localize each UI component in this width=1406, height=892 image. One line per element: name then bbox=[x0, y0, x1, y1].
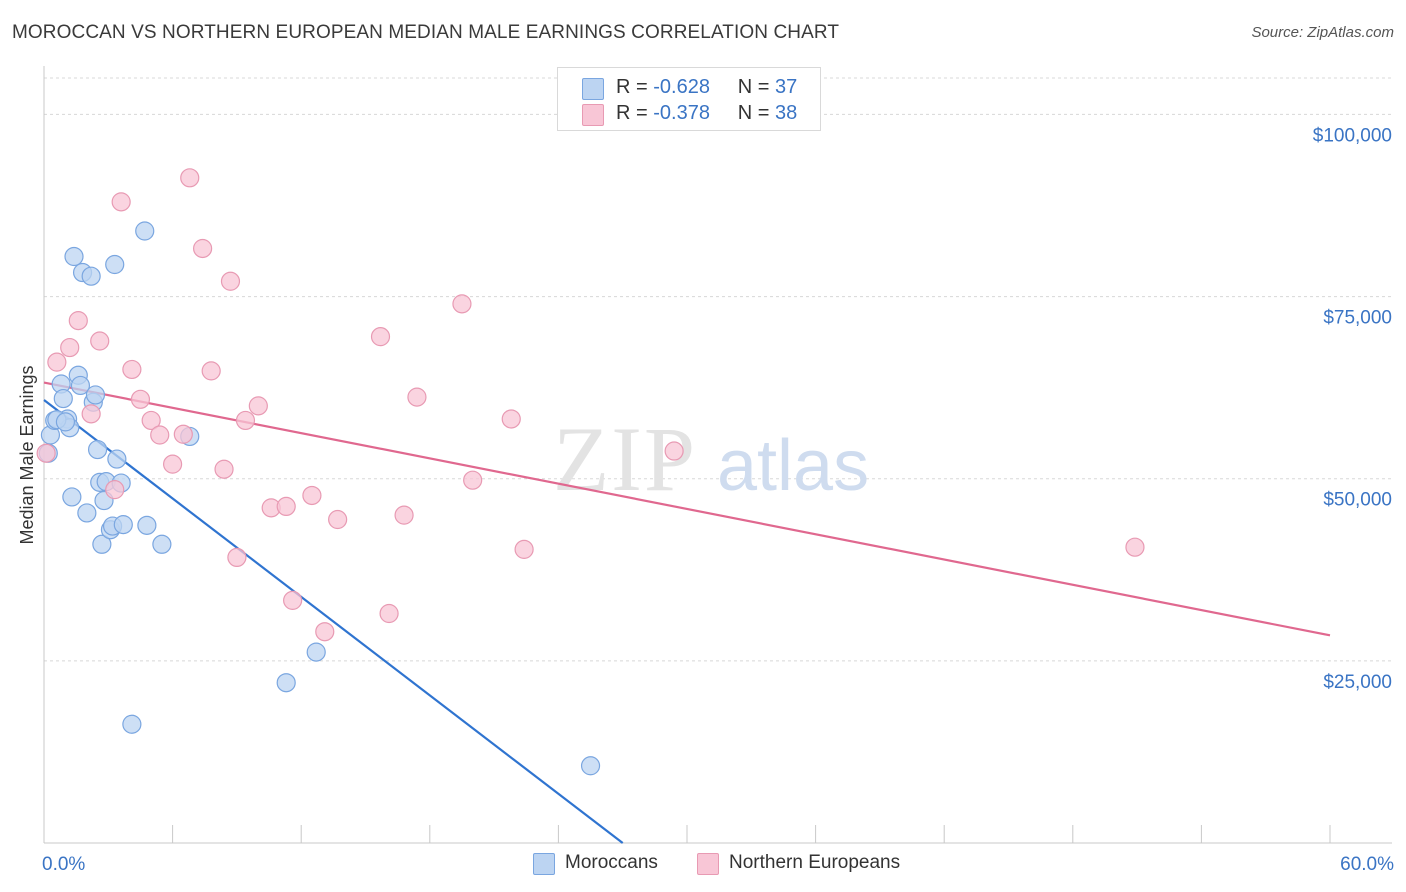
northern-european-point bbox=[47, 352, 67, 372]
northern-european-point bbox=[201, 361, 221, 381]
northern-european-point bbox=[227, 547, 247, 568]
y-axis-label: Median Male Earnings bbox=[17, 365, 37, 544]
moroccan-point bbox=[580, 756, 601, 776]
northern-european-point bbox=[664, 441, 684, 461]
legend-r-label: R = bbox=[616, 76, 648, 98]
moroccan-point bbox=[137, 515, 157, 535]
northern-european-point bbox=[248, 396, 268, 416]
northern-european-point bbox=[180, 168, 200, 188]
northern-european-point bbox=[501, 409, 521, 429]
moroccan-point bbox=[87, 439, 108, 460]
bottom-legend-swatch-moroccans bbox=[533, 853, 555, 875]
northern-european-point bbox=[407, 387, 427, 407]
northern-european-point bbox=[111, 192, 131, 212]
x-tick-labels: 0.0% 60.0% bbox=[42, 854, 1394, 875]
northern-european-point bbox=[302, 485, 322, 506]
legend-n-value: 37 bbox=[775, 76, 798, 98]
moroccan-point bbox=[81, 266, 101, 286]
moroccan-point bbox=[113, 515, 133, 535]
bottom-legend-swatch-northern-europeans bbox=[697, 853, 719, 875]
moroccan-point bbox=[306, 642, 326, 662]
data-points bbox=[36, 168, 1145, 776]
moroccan-point bbox=[152, 534, 172, 554]
northern-european-point bbox=[105, 480, 125, 500]
bottom-legend-label-northern-europeans: Northern Europeans bbox=[729, 852, 901, 873]
y-tick-label: $50,000 bbox=[1323, 490, 1392, 511]
northern-european-point bbox=[163, 454, 183, 474]
northern-european-point bbox=[315, 622, 335, 642]
moroccan-point bbox=[92, 534, 112, 554]
chart-title: MOROCCAN VS NORTHERN EUROPEAN MEDIAN MAL… bbox=[12, 22, 840, 43]
moroccan-point bbox=[55, 412, 76, 432]
moroccan-point bbox=[70, 375, 91, 396]
northern-european-point bbox=[60, 337, 80, 358]
moroccan-point bbox=[77, 503, 97, 523]
northern-europeans-trend-line bbox=[43, 381, 1331, 637]
grid-lines bbox=[44, 77, 1392, 662]
moroccan-point bbox=[276, 673, 296, 693]
legend-r-value: -0.378 bbox=[653, 102, 710, 124]
northern-european-point bbox=[452, 294, 472, 314]
northern-european-point bbox=[122, 359, 142, 380]
northern-european-point bbox=[370, 327, 391, 347]
northern-european-point bbox=[514, 539, 534, 559]
northern-european-point bbox=[276, 496, 296, 516]
legend-r-value: -0.628 bbox=[653, 76, 710, 98]
x-tick-label: 0.0% bbox=[42, 854, 85, 875]
moroccan-point bbox=[53, 388, 73, 409]
watermark: ZIP atlas bbox=[553, 408, 869, 510]
northern-european-point bbox=[141, 410, 161, 431]
legend-n-label: N = bbox=[737, 76, 770, 98]
northern-european-point bbox=[68, 311, 88, 331]
x-tick-label: 60.0% bbox=[1340, 854, 1394, 875]
correlation-legend: R = -0.628 N = 37 R = -0.378 N = 38 bbox=[557, 67, 821, 131]
moroccan-point bbox=[135, 221, 155, 241]
northern-european-point bbox=[36, 443, 56, 463]
northern-european-point bbox=[328, 509, 348, 530]
legend-swatch-northern-europeans bbox=[582, 104, 604, 126]
northern-european-point bbox=[283, 590, 303, 610]
watermark-atlas: atlas bbox=[717, 426, 869, 506]
northern-european-point bbox=[90, 331, 110, 351]
northern-european-point bbox=[220, 271, 241, 291]
legend-r-label: R = bbox=[616, 102, 648, 124]
northern-european-point bbox=[394, 505, 414, 525]
moroccan-point bbox=[107, 449, 127, 469]
northern-european-point bbox=[173, 424, 193, 444]
legend-n-value: 38 bbox=[775, 102, 798, 124]
moroccan-point bbox=[64, 246, 84, 267]
northern-european-point bbox=[193, 238, 213, 259]
moroccan-point bbox=[62, 487, 82, 507]
legend-swatch-moroccans bbox=[582, 78, 604, 100]
y-tick-label: $25,000 bbox=[1323, 672, 1392, 693]
moroccan-point bbox=[105, 254, 125, 275]
chart-source: Source: ZipAtlas.com bbox=[1251, 24, 1394, 41]
northern-european-point bbox=[214, 459, 234, 479]
moroccan-point bbox=[85, 385, 106, 405]
y-tick-labels: $25,000 $50,000 $75,000 $100,000 bbox=[1313, 125, 1392, 692]
y-tick-label: $100,000 bbox=[1313, 125, 1392, 146]
northern-european-point bbox=[1125, 537, 1145, 557]
moroccans-trend-line bbox=[43, 399, 624, 844]
trend-lines bbox=[43, 381, 1331, 844]
northern-european-point bbox=[150, 425, 170, 445]
northern-european-point bbox=[379, 603, 399, 624]
legend-n-label: N = bbox=[737, 102, 770, 124]
northern-european-point bbox=[81, 404, 101, 424]
bottom-legend-label-moroccans: Moroccans bbox=[565, 852, 658, 873]
moroccan-point bbox=[122, 714, 142, 734]
northern-european-point bbox=[463, 470, 483, 490]
northern-european-point bbox=[130, 389, 151, 409]
northern-european-point bbox=[235, 410, 256, 431]
y-tick-label: $75,000 bbox=[1323, 308, 1392, 329]
